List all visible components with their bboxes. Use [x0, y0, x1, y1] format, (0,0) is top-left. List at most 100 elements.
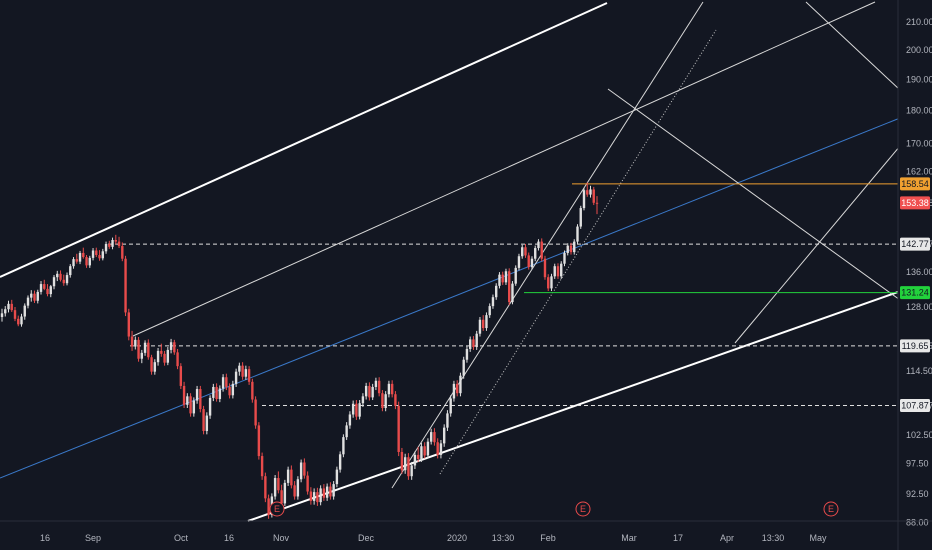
- candle-body: [345, 425, 348, 438]
- candle-body: [39, 284, 43, 292]
- earnings-marker-label: E: [828, 504, 834, 514]
- candle-body: [234, 371, 238, 384]
- candle: [452, 380, 456, 402]
- candle: [446, 410, 449, 431]
- candle-body: [400, 451, 404, 471]
- candle: [478, 316, 482, 337]
- candle-body: [56, 273, 59, 278]
- earnings-marker: E: [269, 501, 285, 517]
- candle: [595, 196, 599, 215]
- candle-body: [556, 266, 560, 277]
- candle-body: [98, 255, 101, 259]
- candle-body: [387, 383, 391, 395]
- candle-body: [130, 336, 134, 347]
- candle: [576, 224, 579, 245]
- candle-body: [338, 454, 342, 470]
- earnings-marker: E: [575, 501, 591, 517]
- candle: [88, 255, 91, 268]
- candle-body: [254, 399, 257, 426]
- candle: [173, 339, 176, 355]
- candle-body: [511, 283, 514, 303]
- candle: [517, 253, 521, 271]
- candle: [111, 237, 114, 250]
- candle-body: [0, 313, 4, 317]
- candle: [306, 471, 309, 495]
- fan-line-dotted: [439, 29, 717, 475]
- candle-body: [101, 251, 104, 259]
- candle: [498, 272, 501, 289]
- descending-line-lower: [607, 88, 901, 301]
- lower-channel-line: [247, 279, 932, 522]
- price-tick-label: 190.00: [906, 75, 932, 85]
- price-tick-label: 162.00: [906, 166, 932, 176]
- price-tag-label: 107.87: [901, 400, 929, 410]
- time-axis[interactable]: 16 Sep Oct 16 Nov Dec 2020 13:30 Feb Mar 17 Apr 13:3…: [40, 533, 827, 543]
- candle-body: [563, 252, 566, 264]
- candle-body: [495, 285, 498, 298]
- time-tick-label: 16: [224, 533, 234, 543]
- candle-body: [397, 405, 400, 452]
- candle: [147, 339, 150, 360]
- candle: [286, 466, 290, 486]
- candle-body: [163, 353, 166, 363]
- candle: [264, 472, 267, 503]
- candle: [202, 405, 205, 435]
- candle-body: [550, 276, 553, 289]
- candle: [228, 383, 231, 399]
- candle: [501, 271, 504, 285]
- candle: [465, 346, 469, 363]
- candle: [579, 205, 582, 229]
- price-tag: 131.24: [900, 286, 930, 300]
- candle: [433, 428, 436, 446]
- candle-body: [384, 394, 387, 409]
- candle: [358, 400, 361, 420]
- candle: [26, 295, 30, 309]
- candle-body: [10, 303, 13, 311]
- candle-body: [508, 271, 511, 303]
- candle-body: [108, 244, 111, 247]
- candle: [273, 475, 277, 500]
- candle: [338, 451, 342, 473]
- candle: [95, 247, 98, 258]
- candle-body: [459, 375, 462, 394]
- time-tick-label: Apr: [720, 533, 734, 543]
- candle: [293, 481, 296, 500]
- earnings-marker-label: E: [274, 504, 280, 514]
- candle: [260, 452, 264, 480]
- candle-body: [482, 319, 485, 329]
- candle: [179, 363, 183, 390]
- candle-body: [296, 479, 300, 497]
- candle: [238, 362, 241, 376]
- candle-body: [410, 465, 413, 477]
- candle-body: [540, 241, 543, 259]
- time-tick-label: Nov: [273, 533, 290, 543]
- candle: [124, 255, 127, 317]
- candle: [342, 434, 345, 458]
- candle: [156, 348, 160, 366]
- candle: [573, 239, 576, 255]
- candle-body: [455, 383, 459, 394]
- candle-body: [478, 319, 482, 334]
- candle: [537, 239, 540, 251]
- candle-body: [361, 396, 365, 404]
- candle-body: [121, 246, 124, 259]
- candle: [140, 349, 144, 364]
- candle: [348, 411, 352, 429]
- candle-body: [72, 259, 75, 267]
- candle: [566, 243, 569, 256]
- time-tick-label: Sep: [85, 533, 101, 543]
- price-tag-label: 131.24: [901, 288, 929, 298]
- candle-body: [264, 476, 267, 499]
- candle-body: [13, 310, 17, 319]
- price-tag-label: 158.54: [901, 179, 929, 189]
- candle-body: [182, 385, 186, 405]
- candle: [468, 336, 472, 352]
- candle-body: [176, 352, 179, 367]
- candle-body: [303, 462, 306, 476]
- candles: [0, 182, 599, 519]
- candle-body: [534, 248, 537, 259]
- candle: [553, 263, 556, 279]
- candle-body: [547, 277, 550, 289]
- candle-body: [446, 413, 449, 428]
